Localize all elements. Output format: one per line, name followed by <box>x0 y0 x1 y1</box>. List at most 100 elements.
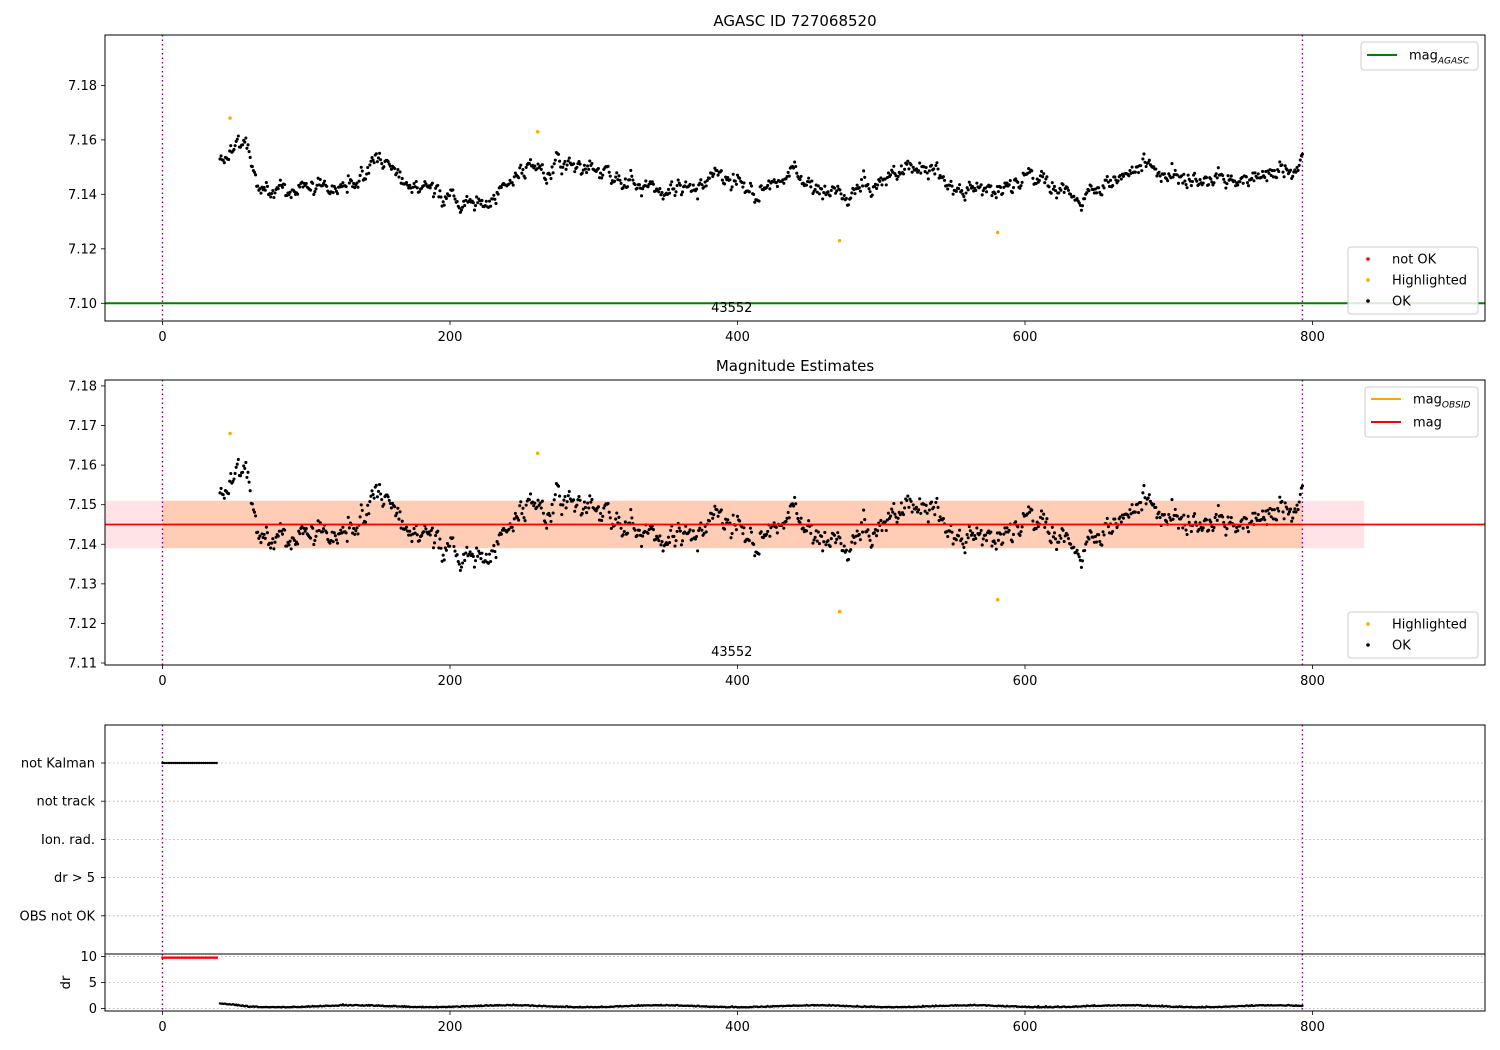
data-point-ok <box>733 179 737 183</box>
data-point-ok <box>519 163 523 167</box>
data-point-ok <box>768 187 772 191</box>
data-point-ok <box>235 462 239 466</box>
data-point-ok <box>1085 191 1089 195</box>
data-point-ok <box>950 530 954 534</box>
data-point-ok <box>696 197 700 201</box>
data-point-ok <box>1252 179 1256 183</box>
data-point-ok <box>735 514 740 518</box>
y-tick-label-7.16: 7.16 <box>68 459 97 474</box>
not-kalman-point <box>200 761 203 765</box>
data-point-ok <box>1214 172 1218 176</box>
data-point-ok <box>1182 172 1186 176</box>
data-point-ok <box>992 539 996 543</box>
data-point-ok <box>562 162 566 166</box>
data-point-ok <box>822 540 826 544</box>
data-point-ok <box>1080 559 1085 563</box>
data-point-ok <box>835 537 839 541</box>
data-point-ok <box>914 505 919 509</box>
data-point-ok <box>1047 185 1051 189</box>
not-kalman-point <box>181 761 185 765</box>
data-point-ok <box>280 185 285 189</box>
data-point-ok <box>219 486 223 490</box>
data-point-ok <box>866 182 870 186</box>
data-point-ok <box>549 519 553 523</box>
data-point-ok <box>728 178 732 182</box>
data-point-ok <box>723 527 727 531</box>
data-point-ok <box>1229 516 1233 520</box>
data-point-ok <box>1245 525 1250 529</box>
data-point-ok <box>801 181 805 185</box>
data-point-ok <box>601 514 605 518</box>
data-point-ok <box>1280 163 1284 167</box>
data-point-ok <box>1211 528 1215 533</box>
plot-area <box>105 725 1485 954</box>
data-point-ok <box>561 165 565 169</box>
data-point-ok <box>669 528 673 532</box>
data-point-ok <box>333 534 337 538</box>
data-point-ok <box>422 184 426 188</box>
data-point-ok <box>458 210 462 214</box>
data-point-ok <box>926 177 930 181</box>
data-point-ok <box>1130 165 1134 169</box>
data-point-ok <box>719 508 723 512</box>
data-point-ok <box>471 201 475 205</box>
data-point-highlighted <box>228 431 232 436</box>
data-point-ok <box>932 505 936 509</box>
data-point-ok <box>1226 174 1230 178</box>
data-point-ok <box>312 542 316 547</box>
panel-agasc: AGASC ID 727068520 43552 0 200 400 600 800 7.10… <box>68 12 1486 345</box>
legend-entry-label-1: mag <box>1413 416 1442 431</box>
data-point-ok <box>511 529 515 533</box>
data-point-ok <box>544 178 548 182</box>
data-point-ok <box>346 174 350 178</box>
data-point-ok <box>1004 184 1008 188</box>
x-tick-label-600: 600 <box>1013 674 1038 689</box>
data-point-ok <box>335 541 340 545</box>
data-point-ok <box>989 184 993 188</box>
data-point-ok <box>836 531 840 535</box>
data-point-ok <box>680 539 685 543</box>
data-point-ok <box>1159 179 1163 183</box>
data-point-ok <box>581 507 585 511</box>
data-point-ok <box>1100 193 1104 197</box>
data-point-ok <box>458 568 462 572</box>
data-point-ok <box>1087 189 1091 193</box>
data-point-ok <box>221 493 225 497</box>
not-kalman-point <box>166 761 170 765</box>
data-point-ok <box>926 520 930 524</box>
data-point-ok <box>1232 179 1237 183</box>
data-point-ok <box>486 561 491 565</box>
data-point-ok <box>244 460 248 465</box>
plot-area <box>105 954 1485 1011</box>
data-point-ok <box>942 178 947 182</box>
data-point-ok <box>271 188 275 193</box>
data-point-ok <box>283 528 287 532</box>
y-tick-label-7.15: 7.15 <box>68 498 97 513</box>
data-point-ok <box>298 532 302 536</box>
data-point-ok <box>1128 168 1132 173</box>
data-point-ok <box>259 191 263 195</box>
data-point-ok <box>480 551 484 555</box>
data-point-ok <box>479 202 483 206</box>
plot-frame <box>104 34 1486 322</box>
data-point-ok <box>675 529 679 533</box>
data-point-ok <box>1298 158 1302 162</box>
data-point-ok <box>1155 174 1159 178</box>
data-point-ok <box>793 160 797 164</box>
data-point-ok <box>582 500 586 504</box>
not-kalman-point <box>202 761 205 765</box>
legend-entry-label-0: magAGASC <box>1409 49 1470 67</box>
data-point-ok <box>890 507 894 511</box>
data-point-ok <box>775 531 779 535</box>
data-point-ok <box>312 192 316 197</box>
data-point-ok <box>855 529 859 533</box>
data-point-ok <box>1296 168 1300 172</box>
data-point-ok <box>812 538 816 542</box>
data-point-ok <box>1183 179 1187 183</box>
data-point-ok <box>1253 511 1257 515</box>
data-point-ok <box>774 525 778 529</box>
data-point-ok <box>1295 165 1299 169</box>
data-point-ok <box>410 190 414 194</box>
data-point-ok <box>846 203 851 207</box>
data-point-ok <box>713 504 717 508</box>
